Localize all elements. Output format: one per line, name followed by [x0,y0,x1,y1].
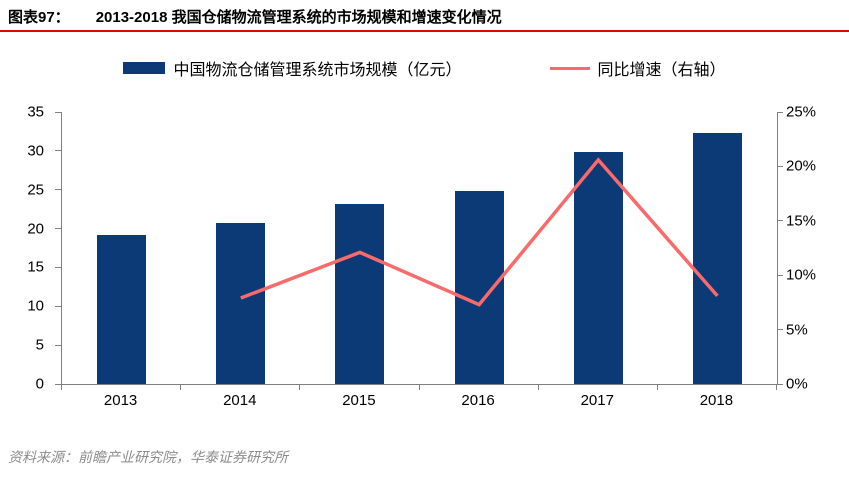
bar-2018 [692,132,742,384]
right-axis-tick-label: 10% [786,266,817,284]
x-axis-tick [656,385,658,390]
right-axis-tick [777,274,783,276]
plot-area [61,112,778,385]
legend-item-bar-series: 中国物流仓储管理系统市场规模（亿元） [123,56,462,80]
left-axis-tick [55,383,61,385]
right-axis-tick [777,383,783,385]
right-axis-tick [777,220,783,222]
right-axis-tick [777,165,783,167]
right-axis-tick [777,329,783,331]
chart-legend: 中国物流仓储管理系统市场规模（亿元） 同比增速（右轴） [0,56,849,80]
left-axis-tick-label: 10 [27,297,44,315]
x-axis-tick [299,385,301,390]
figure-title-row: 图表97： 2013-2018 我国仓储物流管理系统的市场规模和增速变化情况 [8,6,841,27]
right-axis-tick-label: 20% [786,157,817,175]
bar-series-label: 中国物流仓储管理系统市场规模（亿元） [173,62,462,79]
right-axis-tick [777,111,783,113]
right-axis-tick-label: 0% [786,375,808,393]
left-axis-tick-label: 30 [27,142,44,160]
x-axis-label-2014: 2014 [223,392,257,409]
right-axis-tick-label: 25% [786,103,817,121]
bar-series-swatch [123,62,166,74]
left-axis-tick-label: 35 [27,103,44,121]
left-axis-tick-label: 20 [27,220,44,238]
figure-number-label: 图表97： [8,9,70,26]
left-axis-tick [55,344,61,346]
line-series-swatch [549,66,590,70]
left-axis-tick [55,266,61,268]
left-axis-tick [55,305,61,307]
left-axis-tick [55,111,61,113]
x-axis-label-2018: 2018 [699,392,734,409]
source-note: 资料来源：前瞻产业研究院，华泰证券研究所 [8,451,288,466]
x-axis-tick [180,385,182,390]
x-axis-tick [61,385,62,390]
growth-line [240,157,719,307]
bar-2014 [216,223,266,384]
right-axis-tick-label: 5% [786,321,808,339]
bar-2015 [335,203,385,384]
left-axis-tick [55,150,61,152]
figure-title: 2013-2018 我国仓储物流管理系统的市场规模和增速变化情况 [95,9,502,26]
left-axis-tick-label: 15 [27,258,44,276]
x-axis-label-2013: 2013 [103,392,138,409]
x-axis-tick [537,385,539,390]
left-axis-tick-label: 0 [35,375,44,393]
bar-2017 [573,151,623,384]
growth-line-svg [240,157,719,307]
x-axis-label-2015: 2015 [342,392,376,409]
line-series-label: 同比增速（右轴） [597,62,726,79]
left-axis-tick [55,189,61,191]
x-axis-tick [418,385,420,390]
left-axis-tick-label: 25 [27,181,44,199]
title-underline-rule [0,30,849,32]
x-axis-label-2016: 2016 [461,392,495,409]
bar-2016 [454,191,504,384]
right-axis-tick-label: 15% [786,212,817,230]
x-axis-label-2017: 2017 [580,392,614,409]
x-axis-tick [776,385,777,390]
bar-2013 [97,234,147,384]
legend-item-line-series: 同比增速（右轴） [549,56,726,80]
left-axis-tick [55,228,61,230]
left-axis-tick-label: 5 [35,336,44,354]
